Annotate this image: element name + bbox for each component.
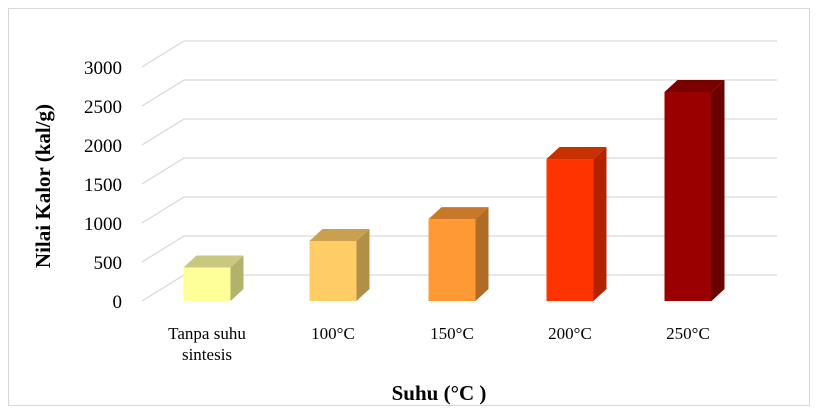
x-tick-label: 100°C — [311, 324, 355, 343]
bar-front — [183, 267, 231, 301]
bar-top — [428, 207, 489, 220]
y-tick-label: 3000 — [84, 58, 122, 79]
y-tick-labels: 0 500 1000 1500 2000 2500 3000 — [84, 58, 122, 313]
bar-side — [356, 228, 370, 301]
bar-side — [230, 255, 244, 301]
y-tick-label: 500 — [94, 253, 123, 274]
bar — [183, 255, 244, 301]
bar-top — [546, 147, 607, 160]
bar-front — [309, 240, 357, 301]
bar — [546, 147, 607, 301]
gridline — [141, 79, 777, 107]
x-tick-labels: Tanpa suhu sintesis 100°C 150°C 200°C 250°C — [168, 324, 710, 364]
x-tick-label: 250°C — [666, 324, 710, 343]
x-tick-label: 200°C — [548, 324, 592, 343]
bar-side — [711, 79, 725, 302]
y-tick-label: 1000 — [84, 214, 122, 235]
bars — [183, 79, 725, 302]
gridline — [141, 40, 777, 68]
bar-side — [593, 147, 607, 301]
gridline — [141, 118, 777, 146]
bar — [664, 79, 725, 302]
bar-top — [309, 228, 370, 241]
bar-top — [664, 79, 725, 92]
x-tick-label: 150°C — [430, 324, 474, 343]
bar-front — [546, 159, 594, 301]
x-tick-label: Tanpa suhu sintesis — [168, 324, 246, 364]
y-tick-label: 1500 — [84, 175, 122, 196]
bar — [428, 207, 489, 301]
bar-top — [183, 255, 244, 268]
bar — [309, 228, 370, 301]
y-axis-title: Nilai Kalor (kal/g) — [31, 104, 55, 268]
bar-front — [664, 91, 712, 302]
bar-side — [475, 207, 489, 301]
x-axis-title: Suhu (°C ) — [392, 381, 487, 405]
y-tick-label: 2500 — [84, 97, 122, 118]
bar-front — [428, 219, 476, 301]
y-tick-label: 0 — [113, 292, 123, 313]
y-tick-label: 2000 — [84, 136, 122, 157]
